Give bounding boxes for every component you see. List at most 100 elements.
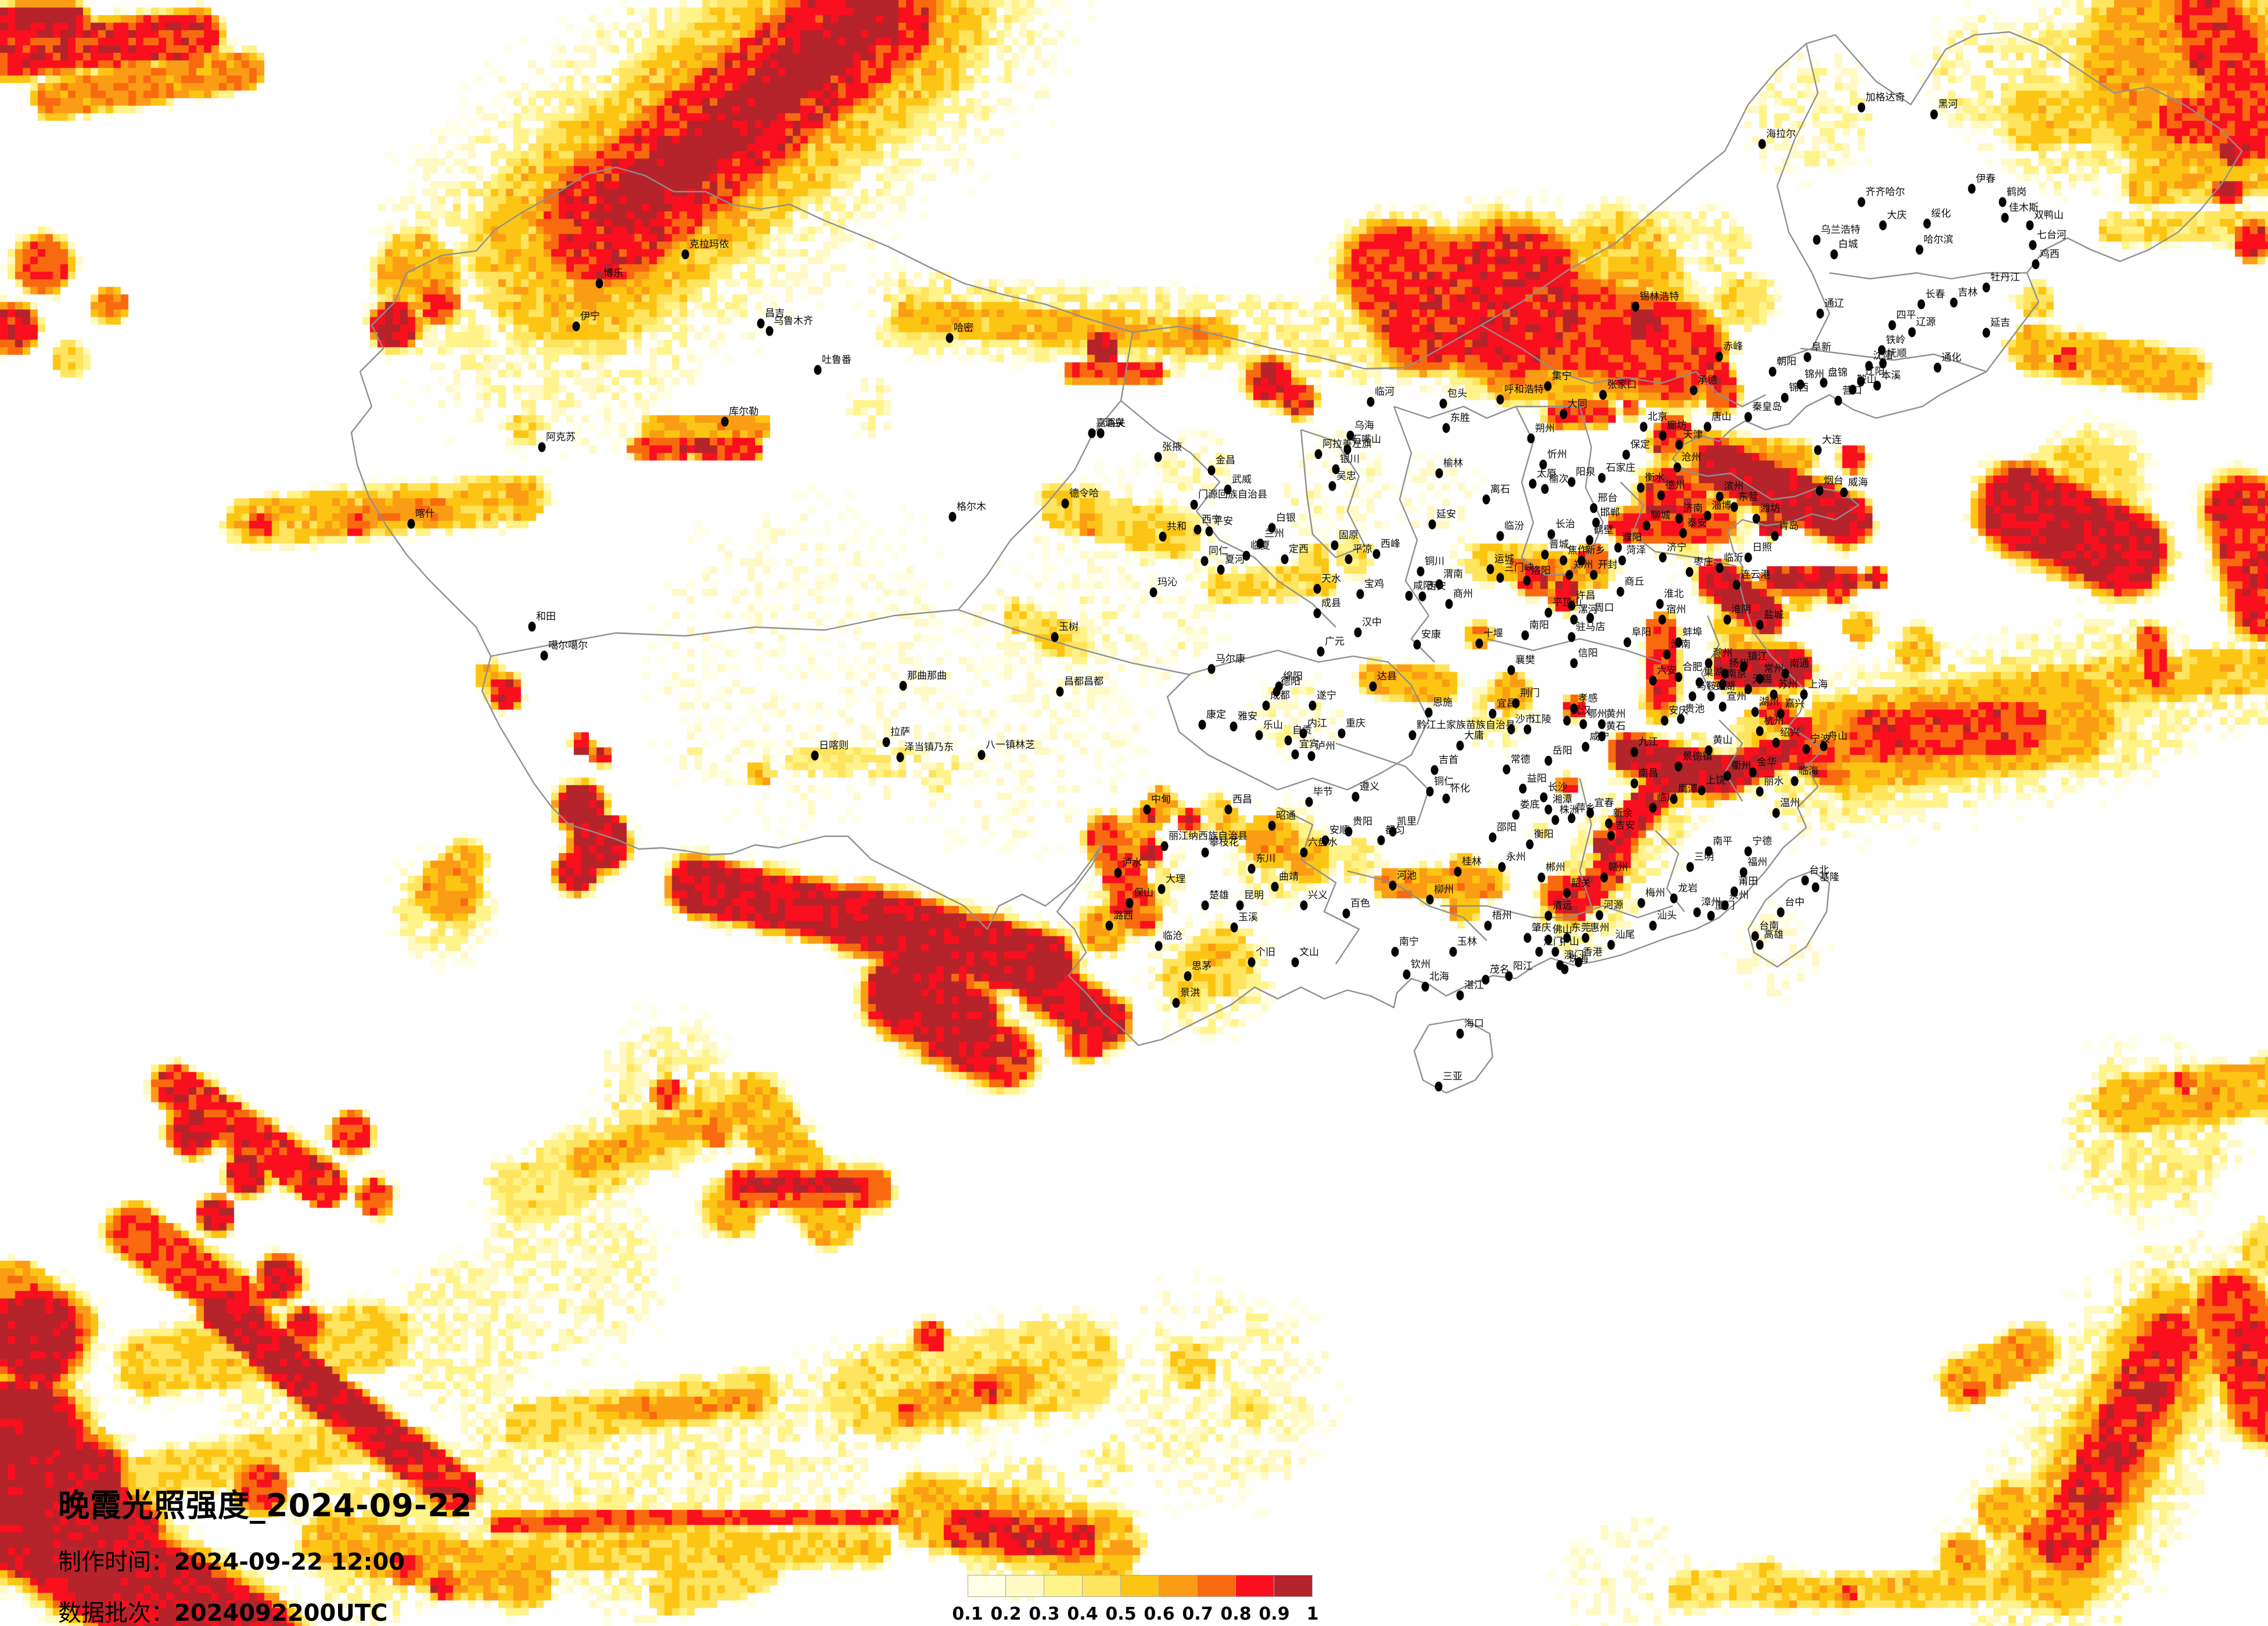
city-dot [1369,681,1377,692]
city-label: 吉安 [1615,820,1635,832]
city-label: 金昌 [1216,455,1235,466]
city-dot [1751,931,1759,941]
city-dot [1649,675,1657,686]
city-label: 常州 [1764,663,1784,675]
city-label: 博乐 [603,268,623,279]
city-dot [1271,882,1279,892]
city-dot [1879,220,1887,231]
city-label: 朔州 [1535,423,1555,434]
city-dot [1857,197,1866,207]
city-dot [1507,665,1515,675]
city-label: 辽阳 [1865,366,1885,377]
city-label: 平凉 [1353,544,1372,555]
city-dot [1442,423,1450,433]
city-dot [1592,517,1600,528]
city-dot [1716,491,1724,502]
city-dot [1796,379,1805,390]
city-dot [1230,721,1238,732]
city-label: 韶关 [1571,877,1591,889]
city-label: 八一镇林芝 [986,739,1035,751]
city-label: 淄博 [1712,500,1731,512]
city-dot [1300,847,1308,858]
city-label: 铁岭 [1886,334,1906,346]
city-label: 益阳 [1527,773,1547,785]
city-label: 澳门 [1564,949,1584,961]
city-label: 阜阳 [1631,627,1651,638]
city-dot [1262,700,1270,711]
city-label: 清远 [1552,900,1572,912]
city-label: 三亚 [1443,1071,1462,1082]
city-label: 武威 [1232,474,1252,485]
city-label: 湖州 [1759,696,1779,708]
city-label: 九江 [1638,736,1658,748]
batch-value: 2024092200UTC [174,1600,388,1626]
city-dot [1519,783,1527,794]
city-dot [1772,808,1780,818]
city-label: 七台河 [2037,229,2066,241]
city-label: 齐齐哈尔 [1866,186,1905,198]
city-label: 濮阳 [1622,532,1642,544]
city-label: 雅安 [1238,711,1257,722]
city-label: 宁德 [1752,836,1772,847]
city-dot [1865,361,1873,371]
city-label: 拉萨 [890,726,910,738]
city-label: 淮南 [1671,639,1691,650]
made-time-value: 2024-09-22 12:00 [174,1549,405,1575]
city-label: 和田 [536,611,556,623]
city-dot [1313,608,1321,618]
city-dot [1217,564,1225,575]
city-label: 噶尔噶尔 [548,640,588,652]
city-dot [1590,570,1598,580]
city-dot [1236,900,1244,911]
city-label: 十堰 [1483,628,1503,639]
city-dot [1693,907,1701,918]
city-dot [1568,600,1576,611]
city-dot [1744,412,1752,422]
city-dot [595,278,603,289]
city-label: 鹤壁 [1594,524,1613,536]
city-label: 临沂 [1724,552,1744,564]
city-label: 酒泉 [1105,418,1124,429]
city-label: 济南 [1683,503,1703,515]
city-label: 莆田 [1738,876,1758,887]
city-label: 基隆 [1820,872,1839,883]
city-dot [2032,259,2040,269]
city-label: 昌吉 [765,308,785,319]
city-label: 江陵 [1532,714,1551,725]
city-dot [1749,767,1757,778]
city-dot [1114,868,1122,878]
city-dot [1149,587,1158,598]
city-label: 阳江 [1513,961,1533,972]
city-label: 包头 [1447,388,1467,400]
city-label: 楚雄 [1209,890,1229,901]
city-label: 榆次 [1549,473,1569,485]
city-label: 开封 [1598,559,1618,571]
city-dot [1857,376,1865,387]
city-dot [1968,184,1976,194]
city-label: 泸水 [1122,857,1142,869]
city-dot [1563,888,1571,898]
city-label: 遂宁 [1317,690,1336,702]
city-label: 玛沁 [1158,577,1177,588]
legend-box [1159,1575,1198,1597]
city-dot [1426,786,1434,797]
city-dot [1300,900,1308,911]
city-dot [1739,661,1748,672]
city-label: 锦州 [1805,369,1824,380]
legend-box [1006,1575,1044,1597]
city-dot [1158,884,1166,894]
city-dot [1503,764,1511,775]
city-label: 张家口 [1607,379,1637,391]
city-label: 滁州 [1713,647,1733,659]
city-dot [1456,740,1464,751]
city-dot [1454,866,1462,877]
city-dot [1800,689,1808,700]
city-label: 茂名 [1490,964,1509,976]
city-dot [1313,584,1321,594]
city-label: 淮北 [1664,588,1684,600]
city-dot [1637,898,1645,908]
city-label: 湘潭 [1552,794,1572,805]
city-dot [1623,637,1631,647]
city-label: 白城 [1838,239,1858,250]
city-label: 黔江土家族苗族自治县 [1417,720,1515,731]
